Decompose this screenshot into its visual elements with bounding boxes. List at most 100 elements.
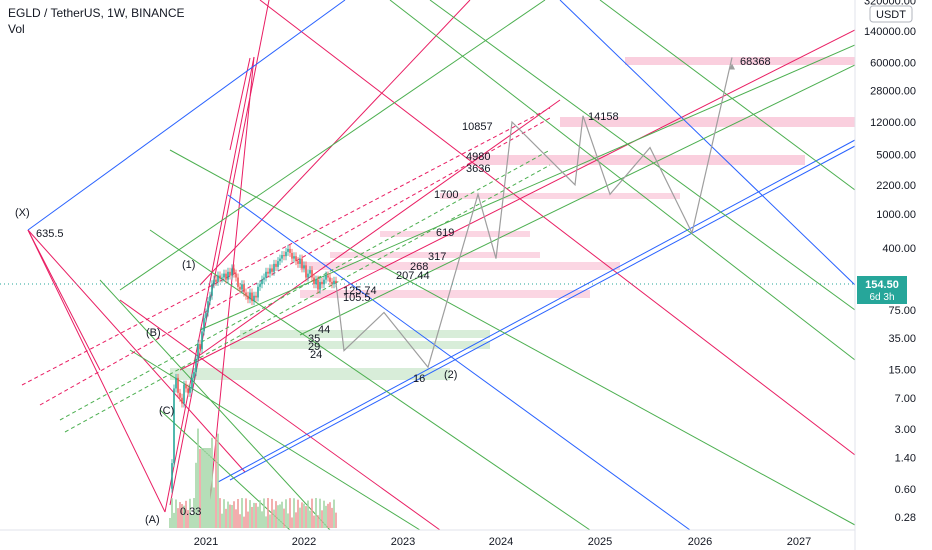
channel-line-2 — [27, 229, 101, 371]
level-label-9: 317 — [428, 251, 446, 263]
volume-bar — [329, 502, 331, 528]
level-label-8: 619 — [436, 227, 454, 239]
candle-body — [225, 273, 227, 280]
volume-bar — [303, 503, 305, 528]
volume-bar — [219, 498, 221, 528]
price-tick-11: 15.00 — [888, 365, 916, 377]
volume-bar — [185, 500, 187, 528]
level-label-11: 207.44 — [396, 270, 430, 282]
channel-line-15 — [227, 194, 691, 530]
volume-bar — [171, 498, 173, 528]
candle-body — [327, 275, 329, 278]
time-tick-0: 2021 — [194, 536, 218, 548]
zone-35 — [230, 341, 490, 349]
price-tick-6: 2200.00 — [876, 180, 916, 192]
candle-body — [271, 268, 273, 272]
price-badge-value: 154.50 — [865, 279, 899, 291]
volume-bar — [323, 500, 325, 528]
channel-line-24 — [599, 0, 855, 191]
candle-body — [277, 261, 279, 267]
candle-body — [175, 377, 177, 389]
time-tick-1: 2022 — [292, 536, 316, 548]
volume-bar — [237, 499, 239, 528]
candle-body — [317, 279, 319, 290]
candle-body — [209, 295, 211, 302]
channel-line-21 — [149, 229, 591, 530]
volume-bar — [297, 499, 299, 528]
volume-label[interactable]: Vol — [8, 22, 25, 36]
volume-bar — [241, 498, 243, 528]
price-axis: 320000.00 140000.00 60000.00 28000.00 12000.… — [864, 0, 916, 524]
volume-bar — [239, 514, 241, 528]
candle-body — [305, 265, 307, 278]
channel-line-1 — [27, 229, 246, 473]
candle-body — [313, 277, 315, 285]
channel-line-9 — [259, 0, 855, 456]
channel-line-17 — [119, 0, 546, 291]
candle-body — [203, 318, 205, 332]
volume-bar — [285, 499, 287, 528]
wave-label-5: (2) — [444, 369, 457, 381]
channel-line-19 — [299, 64, 855, 336]
level-label-17: 24 — [310, 349, 322, 361]
price-tick-5: 5000.00 — [876, 149, 916, 161]
volume-bar — [243, 516, 245, 528]
channel-line-6 — [199, 99, 561, 356]
candle-body — [291, 252, 293, 259]
channel-line-26 — [429, 0, 855, 311]
level-label-0: 635.5 — [36, 228, 64, 240]
level-label-12: 125.74 — [343, 285, 377, 297]
volume-bar — [263, 498, 265, 528]
candle-body — [315, 279, 317, 285]
zone-24 — [170, 368, 450, 380]
volume-bar — [293, 498, 295, 528]
volume-bar — [281, 501, 283, 528]
channel-line-20 — [99, 279, 331, 530]
candle-body — [319, 281, 321, 290]
volume-bar — [247, 511, 249, 528]
volume-bar — [319, 498, 321, 528]
candle-body — [249, 292, 251, 300]
level-label-7: 1700 — [434, 189, 458, 201]
level-label-10: 268 — [410, 261, 428, 273]
candle-body — [181, 397, 183, 404]
volume-bar — [231, 505, 233, 528]
candle-body — [227, 271, 229, 280]
candle-body — [329, 277, 331, 282]
volume-bar — [203, 448, 205, 528]
volume-bar — [267, 498, 269, 528]
candle-body — [301, 258, 303, 269]
channel-line-14 — [229, 145, 855, 481]
volume-bar — [235, 509, 237, 528]
candle-body — [245, 292, 247, 296]
channel-line-22 — [169, 149, 855, 526]
price-tick-2: 60000.00 — [870, 57, 916, 69]
price-tick-16: 0.28 — [895, 512, 916, 524]
volume-bar — [245, 498, 247, 528]
volume-bar — [191, 515, 193, 528]
volume-bar — [315, 498, 317, 528]
volume-bar — [299, 507, 301, 528]
volume-bar — [187, 510, 189, 528]
candle-body — [183, 384, 185, 404]
volume-bar — [205, 448, 207, 528]
symbol-title[interactable]: EGLD / TetherUS, 1W, BINANCE — [8, 6, 185, 20]
level-label-16: 29 — [308, 341, 320, 353]
level-label-3: 14158 — [588, 111, 619, 123]
wave-label-1: (1) — [182, 259, 195, 271]
currency-tag[interactable] — [869, 5, 913, 23]
price-tick-9: 75.00 — [888, 305, 916, 317]
volume-bar — [225, 508, 227, 528]
candle-body — [273, 263, 275, 272]
level-label-1: 0.33 — [180, 506, 201, 518]
volume-bar — [173, 512, 175, 528]
candle-body — [173, 388, 175, 464]
price-badge — [857, 276, 907, 304]
candle-body — [333, 280, 335, 285]
price-zones — [170, 57, 855, 380]
volume-bar — [251, 506, 253, 528]
volume-bar — [311, 498, 313, 528]
volume-bar — [333, 499, 335, 528]
candle-body — [237, 277, 239, 287]
